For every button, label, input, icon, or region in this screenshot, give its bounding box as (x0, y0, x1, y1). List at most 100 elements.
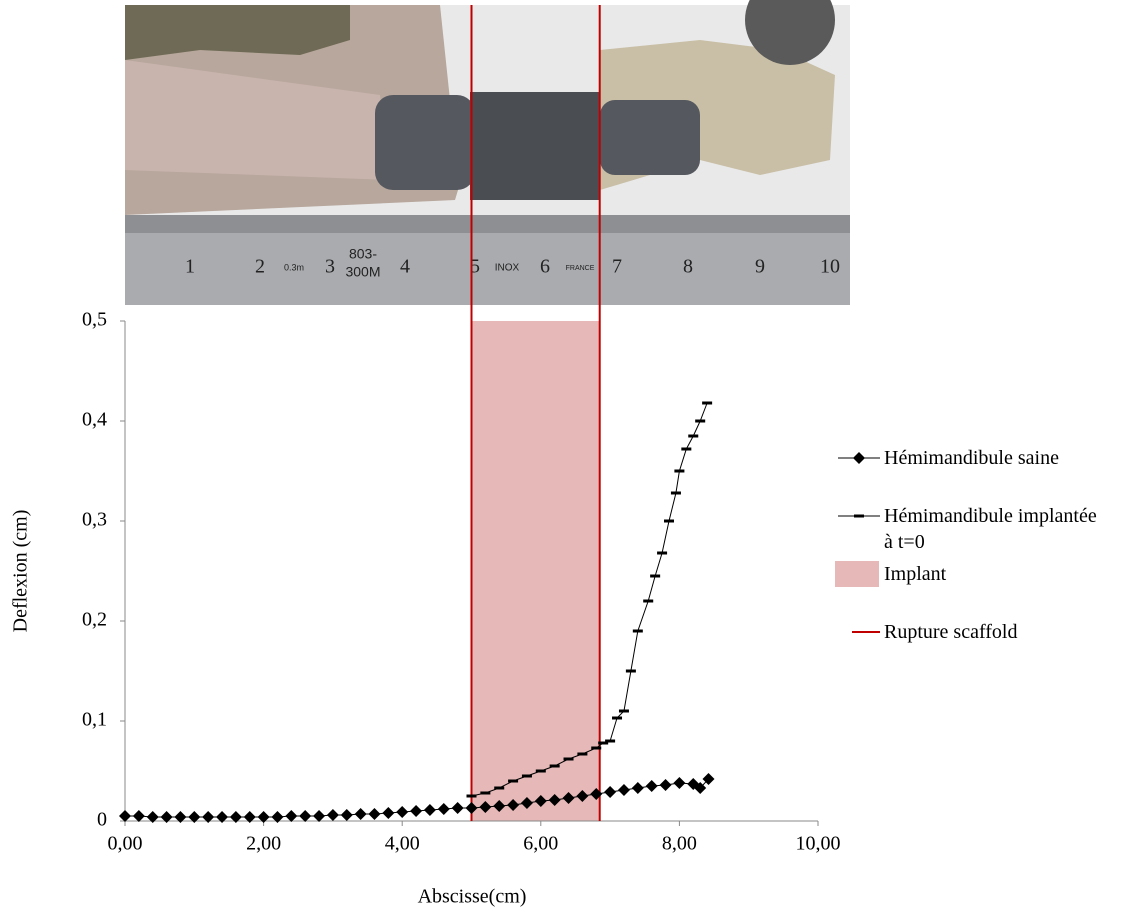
point (688, 434, 699, 438)
scaffold (470, 92, 600, 200)
point (657, 551, 668, 555)
point (576, 790, 589, 802)
point (326, 809, 339, 821)
point (494, 786, 505, 790)
point (521, 774, 532, 778)
legend-item: Hémimandibule implantée à t=0 (820, 503, 1097, 561)
point (466, 794, 477, 798)
x-tick-label: 2,00 (246, 833, 281, 855)
x-axis-title: Abscisse(cm) (418, 886, 527, 908)
y-tick-label: 0,3 (82, 509, 107, 531)
plate-left (375, 95, 475, 190)
point (643, 599, 654, 603)
point (216, 811, 229, 823)
ruler-number: 10 (820, 256, 840, 278)
x-tick-label: 6,00 (523, 833, 558, 855)
ruler-number: 7 (612, 256, 622, 278)
point (340, 809, 353, 821)
point (396, 806, 409, 818)
ruler-text: FRANCE (566, 265, 595, 272)
y-tick-label: 0,5 (82, 309, 107, 331)
ruler-number: 9 (755, 256, 765, 278)
ruler-text: INOX (495, 263, 520, 274)
point (535, 769, 546, 773)
point (520, 797, 533, 809)
point (451, 802, 464, 814)
point (132, 810, 145, 822)
point (465, 802, 478, 814)
point (146, 811, 159, 823)
x-tick-label: 0,00 (108, 833, 143, 855)
legend-icon (838, 514, 880, 518)
point (617, 784, 630, 796)
y-axis-title: Deflexion (cm) (10, 510, 32, 633)
point (694, 782, 707, 794)
legend-icon (838, 452, 880, 464)
point (368, 808, 381, 820)
ruler-number: 6 (540, 256, 550, 278)
y-tick-label: 0,1 (82, 709, 107, 731)
legend-label: Implant (884, 563, 947, 585)
point (604, 786, 617, 798)
legend-item: Hémimandibule saine (820, 445, 1097, 503)
point (257, 811, 270, 823)
point (650, 574, 661, 578)
point (695, 419, 706, 423)
point (493, 800, 506, 812)
point (299, 810, 312, 822)
point (591, 746, 602, 750)
point (598, 741, 609, 745)
point (480, 791, 491, 795)
x-tick-label: 10,00 (796, 833, 841, 855)
ruler-number: 3 (325, 256, 335, 278)
point (313, 810, 326, 822)
point (670, 491, 681, 495)
plate-right (600, 100, 700, 175)
ruler-number: 1 (185, 256, 195, 278)
point (202, 811, 215, 823)
point (507, 799, 520, 811)
point (631, 782, 644, 794)
ruler-text: 0.3m (284, 262, 304, 272)
point (605, 739, 616, 743)
point (534, 795, 547, 807)
y-tick-label: 0,4 (82, 409, 107, 431)
point (664, 519, 675, 523)
ruler-number: 5 (470, 256, 480, 278)
point (229, 811, 242, 823)
point (423, 804, 436, 816)
point (271, 811, 284, 823)
legend-label: Hémimandibule implantée à t=0 (884, 505, 1097, 553)
point (119, 810, 131, 822)
point (188, 811, 201, 823)
point (285, 810, 298, 822)
legend-icon (852, 631, 880, 633)
ruler-text: 300M (345, 264, 380, 280)
y-tick-label: 0 (97, 809, 107, 831)
ruler-number: 4 (400, 256, 410, 278)
point (702, 401, 713, 405)
point (618, 709, 629, 713)
legend-item: Rupture scaffold (820, 619, 1097, 677)
point (577, 752, 588, 756)
point (562, 792, 575, 804)
point (508, 779, 519, 783)
implant-region (471, 321, 600, 821)
point (479, 801, 492, 813)
ruler-text: 803- (349, 246, 377, 262)
legend-label: Hémimandibule saine (884, 447, 1059, 469)
bone-surface (125, 60, 390, 180)
point (632, 629, 643, 633)
legend-item: Implant (820, 561, 1097, 619)
x-tick-label: 8,00 (662, 833, 697, 855)
photo (125, 0, 850, 305)
point (702, 773, 715, 785)
ruler-scale (125, 215, 850, 233)
point (645, 780, 658, 792)
point (548, 794, 561, 806)
point (160, 811, 173, 823)
point (382, 807, 395, 819)
point (437, 803, 450, 815)
